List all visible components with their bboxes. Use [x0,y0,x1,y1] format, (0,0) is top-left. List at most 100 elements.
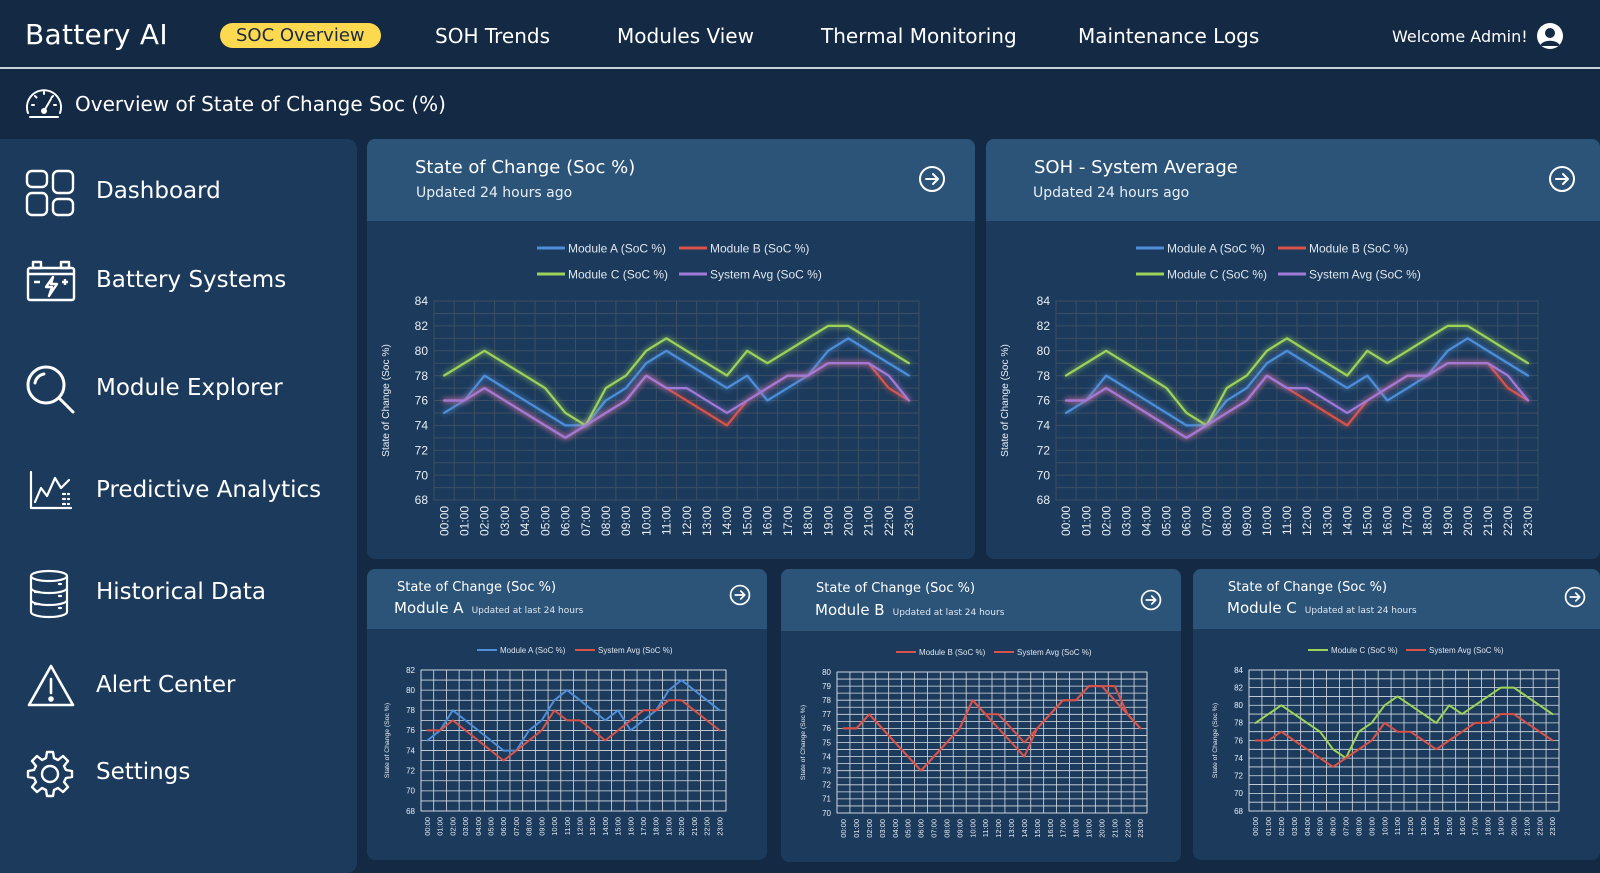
x-tick-label: 22:00 [1123,819,1132,838]
y-tick-label: 78 [415,369,429,383]
x-tick-label: 14:00 [720,506,734,536]
arrow-right-icon[interactable] [729,584,751,610]
y-tick-label: 74 [415,419,429,433]
dashboard-icon [25,167,77,219]
card-module-name: Module B Updated at last 24 hours [815,601,1004,619]
soh-line-chart: 68 70 72 74 76 78 80 82 84 00:00 01:00 02:00 03:00 04… [986,221,1600,559]
y-tick-label: 76 [1234,736,1243,745]
x-tick-label: 03:00 [461,817,470,836]
warning-icon [25,661,77,713]
x-tick-label: 18:00 [1484,817,1493,836]
x-tick-label: 04:00 [1140,506,1154,536]
y-tick-label: 68 [1037,493,1051,507]
sidebar-item-label: Historical Data [96,579,266,605]
y-tick-label: 78 [822,696,831,705]
y-tick-label: 84 [1037,294,1051,308]
x-tick-label: 02:00 [1277,817,1286,836]
x-tick-label: 21:00 [1481,506,1495,536]
y-tick-label: 74 [1037,419,1051,433]
x-tick-label: 05:00 [1316,817,1325,836]
y-tick-label: 72 [822,781,831,790]
x-tick-label: 00:00 [839,819,848,838]
y-tick-label: 79 [822,682,831,691]
sidebar-item-battery-systems[interactable]: Battery Systems [0,251,357,311]
x-tick-label: 12:00 [994,819,1003,838]
y-tick-label: 72 [1037,443,1051,457]
card-header: SOH - System Average Updated 24 hours ag… [986,139,1600,221]
sidebar-item-predictive-analytics[interactable]: Predictive Analytics [0,461,357,521]
user-avatar-icon[interactable] [1537,23,1563,49]
sidebar-item-label: Settings [96,759,191,785]
x-tick-label: 22:00 [1501,506,1515,536]
x-tick-label: 09:00 [1367,817,1376,836]
x-tick-label: 20:00 [841,506,855,536]
series-line-system-avg-soc [1254,713,1554,768]
x-tick-label: 00:00 [1059,506,1073,536]
y-tick-label: 77 [822,710,831,719]
x-tick-label: 06:00 [917,819,926,838]
sidebar-item-module-explorer[interactable]: Module Explorer [0,359,357,419]
arrow-right-icon[interactable] [1548,165,1576,197]
x-tick-label: 07:00 [579,506,593,536]
tab-modules-view[interactable]: Modules View [617,24,754,48]
sidebar-item-alert-center[interactable]: Alert Center [0,656,357,716]
x-tick-label: 12:00 [680,506,694,536]
x-tick-label: 02:00 [865,819,874,838]
app-logo[interactable]: Battery AI [25,18,168,51]
arrow-right-icon[interactable] [1564,586,1586,612]
x-tick-label: 14:00 [601,817,610,836]
arrow-right-icon[interactable] [918,165,946,197]
x-tick-label: 15:00 [740,506,754,536]
module-b-line-chart: 70 71 72 73 74 75 76 77 78 79 80 00:00 01:00 02:00 03:… [781,631,1181,862]
series-line-module-a-soc [426,679,721,752]
sidebar-item-settings[interactable]: Settings [0,743,357,803]
legend-label: Module C (SoC %) [568,268,668,282]
x-tick-label: 13:00 [1419,817,1428,836]
x-tick-label: 23:00 [1548,817,1557,836]
y-tick-label: 82 [1037,319,1051,333]
tab-soc-overview[interactable]: SOC Overview [220,23,381,48]
legend-label: System Avg (SoC %) [1017,648,1092,657]
x-tick-label: 01:00 [852,819,861,838]
x-tick-label: 10:00 [639,506,653,536]
x-tick-label: 08:00 [525,817,534,836]
card-title: State of Change (Soc %) [1228,580,1388,595]
card-subtitle: Updated at last 24 hours [892,608,1005,618]
x-tick-label: 18:00 [801,506,815,536]
x-tick-label: 17:00 [639,817,648,836]
tab-soh-trends[interactable]: SOH Trends [435,24,550,48]
gauge-icon [24,85,64,123]
sidebar-item-dashboard[interactable]: Dashboard [0,162,357,222]
sidebar-item-historical-data[interactable]: Historical Data [0,563,357,623]
x-tick-label: 10:00 [550,817,559,836]
y-tick-label: 80 [1234,701,1243,710]
card-module-name: Module A Updated at last 24 hours [394,599,583,617]
legend-label: System Avg (SoC %) [1429,646,1504,655]
y-tick-label: 78 [1037,369,1051,383]
x-tick-label: 17:00 [781,506,795,536]
card-title: State of Change (Soc %) [397,580,557,595]
analytics-icon [25,466,77,518]
y-tick-label: 76 [415,394,429,408]
sidebar-item-label: Predictive Analytics [96,477,322,503]
x-tick-label: 22:00 [1535,817,1544,836]
y-tick-label: 76 [822,724,831,733]
x-tick-label: 04:00 [474,817,483,836]
x-tick-label: 11:00 [1280,506,1294,535]
card-header: State of Change (Soc %) Updated 24 hours… [367,139,975,221]
x-tick-label: 06:00 [499,817,508,836]
x-tick-label: 13:00 [588,817,597,836]
x-tick-label: 01:00 [1079,506,1093,536]
tab-maintenance-logs[interactable]: Maintenance Logs [1078,24,1260,48]
y-tick-label: 78 [1234,719,1243,728]
x-tick-label: 07:00 [930,819,939,838]
x-tick-label: 15:00 [1033,819,1042,838]
x-tick-label: 15:00 [1360,506,1374,536]
tab-thermal-monitoring[interactable]: Thermal Monitoring [821,24,1017,48]
x-tick-label: 15:00 [614,817,623,836]
y-tick-label: 70 [406,787,415,796]
x-tick-label: 14:00 [1020,819,1029,838]
y-tick-label: 82 [415,319,429,333]
arrow-right-icon[interactable] [1140,589,1162,615]
legend-label: Module A (SoC %) [568,242,666,256]
